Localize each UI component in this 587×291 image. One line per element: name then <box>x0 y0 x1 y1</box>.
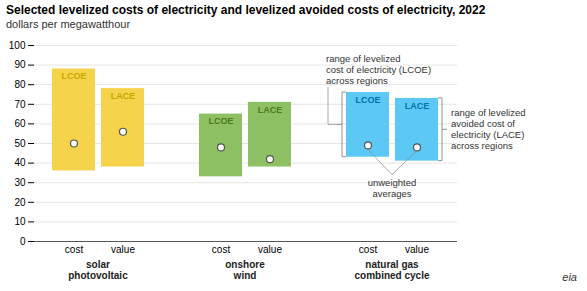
svg-text:LACE: LACE <box>258 105 283 115</box>
svg-text:60: 60 <box>14 118 26 129</box>
svg-text:LCOE: LCOE <box>61 71 86 81</box>
svg-text:LCOE: LCOE <box>208 116 233 126</box>
svg-text:unweightedaverages: unweightedaverages <box>368 177 417 199</box>
svg-text:LCOE: LCOE <box>355 95 380 105</box>
svg-text:20: 20 <box>14 197 26 208</box>
svg-text:solarphotovoltaic: solarphotovoltaic <box>68 259 128 281</box>
svg-text:value: value <box>405 244 429 255</box>
svg-text:value: value <box>258 244 282 255</box>
svg-text:30: 30 <box>14 177 26 188</box>
svg-text:100: 100 <box>9 40 26 51</box>
svg-text:10: 10 <box>14 216 26 227</box>
svg-text:onshorewind: onshorewind <box>225 259 265 281</box>
svg-text:50: 50 <box>14 138 26 149</box>
svg-text:90: 90 <box>14 59 26 70</box>
svg-text:LACE: LACE <box>111 91 136 101</box>
svg-text:cost: cost <box>359 244 378 255</box>
svg-text:natural gascombined cycle: natural gascombined cycle <box>354 259 429 281</box>
svg-text:80: 80 <box>14 79 26 90</box>
svg-text:eia: eia <box>562 271 577 283</box>
svg-text:0: 0 <box>20 236 26 247</box>
svg-text:70: 70 <box>14 99 26 110</box>
svg-text:value: value <box>111 244 135 255</box>
svg-text:range of levelizedcost of elec: range of levelizedcost of electricity (L… <box>326 53 431 86</box>
svg-text:LACE: LACE <box>405 101 430 111</box>
html-text:dollars per megawatthour: dollars per megawatthour <box>6 18 131 30</box>
html-text:Selected levelized costs of el: Selected levelized costs of electricity … <box>6 3 486 17</box>
svg-text:range of levelizedavoided cost: range of levelizedavoided cost ofelectri… <box>451 107 525 151</box>
svg-text:40: 40 <box>14 157 26 168</box>
svg-text:cost: cost <box>65 244 84 255</box>
svg-text:cost: cost <box>212 244 231 255</box>
